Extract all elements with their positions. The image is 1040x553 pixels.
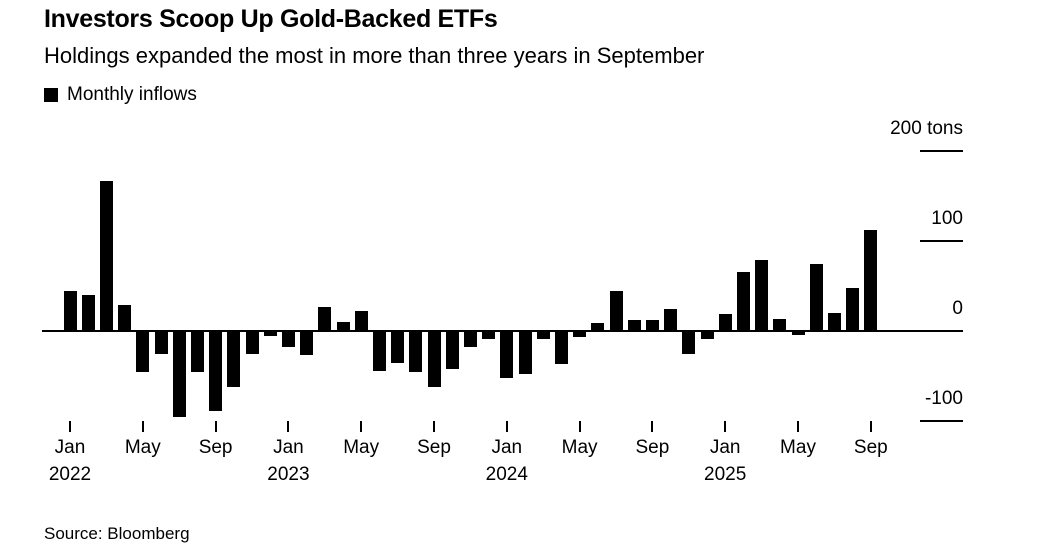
bar-mar-2024 (536, 331, 550, 340)
x-label-month: May (124, 437, 161, 458)
bar-sep-2025 (864, 230, 878, 331)
x-label-year: 2023 (267, 464, 310, 485)
bar-oct-2023 (445, 331, 459, 369)
bar-jul-2025 (827, 313, 841, 331)
x-label-year: 2024 (485, 464, 528, 485)
bar-apr-2025 (773, 319, 787, 331)
bar-aug-2022 (190, 331, 204, 373)
x-label-month: Sep (198, 437, 233, 458)
bar-aug-2024 (627, 320, 641, 331)
bar-mar-2023 (318, 306, 332, 331)
x-label-month: Jan (491, 437, 523, 458)
bar-nov-2022 (245, 331, 259, 355)
bar-mar-2022 (99, 180, 113, 331)
bar-may-2022 (136, 331, 150, 372)
x-label-month: May (780, 437, 816, 458)
x-tick-Jan2025 (724, 421, 727, 432)
bar-feb-2025 (736, 271, 750, 331)
bar-may-2023 (354, 311, 368, 331)
x-tick-Sep (869, 421, 872, 432)
bar-sep-2023 (427, 331, 441, 387)
x-label-month: Jan (273, 437, 304, 458)
bar-jun-2023 (372, 331, 386, 371)
y-tick-label--100: -100 (924, 388, 963, 409)
bar-jul-2023 (391, 331, 405, 364)
bar-may-2024 (573, 331, 587, 338)
x-tick-May (797, 421, 799, 432)
x-tick-Jan2023 (287, 421, 290, 432)
bar-mar-2025 (755, 259, 769, 331)
bar-jul-2022 (172, 331, 186, 418)
bar-dec-2023 (482, 331, 496, 340)
source-credit: Source: Bloomberg (44, 524, 190, 543)
bar-sep-2024 (645, 320, 659, 331)
x-tick-May (141, 421, 144, 432)
y-tick-label-0: 0 (952, 298, 963, 319)
legend: Monthly inflows (44, 84, 197, 106)
bar-apr-2024 (554, 331, 568, 365)
bar-nov-2024 (682, 331, 696, 355)
bar-jan-2024 (500, 331, 514, 378)
y-tick-line--100 (920, 420, 963, 422)
bar-oct-2024 (664, 309, 678, 331)
bar-jun-2022 (154, 331, 168, 355)
x-tick-Jan2024 (505, 421, 508, 432)
bar-jan-2023 (281, 331, 295, 348)
x-label-year: 2022 (48, 464, 92, 485)
bar-dec-2022 (263, 331, 277, 337)
bar-may-2025 (791, 331, 805, 335)
bar-feb-2023 (300, 331, 314, 356)
bar-jul-2024 (609, 290, 623, 331)
legend-swatch-icon (44, 88, 58, 102)
y-tick-line-100 (920, 240, 963, 242)
legend-label: Monthly inflows (67, 84, 197, 105)
x-tick-Jan2022 (69, 421, 71, 432)
bar-feb-2024 (518, 331, 532, 375)
bar-apr-2022 (118, 304, 132, 331)
bar-jun-2024 (591, 322, 605, 331)
x-label-month: Sep (635, 437, 670, 458)
page-title: Investors Scoop Up Gold-Backed ETFs (44, 5, 498, 33)
bar-apr-2023 (336, 322, 350, 331)
x-tick-Sep (214, 421, 217, 432)
x-tick-May (578, 421, 581, 432)
x-label-month: Sep (853, 437, 888, 458)
y-tick-label-100: 100 (931, 208, 963, 229)
chart-subtitle: Holdings expanded the most in more than … (44, 43, 705, 68)
bar-jun-2025 (809, 263, 823, 331)
x-label-month: May (561, 437, 598, 458)
bar-aug-2025 (846, 287, 860, 331)
x-label-month: Jan (709, 437, 741, 458)
bar-feb-2022 (81, 295, 95, 331)
x-label-month: Sep (417, 437, 451, 458)
bar-oct-2022 (227, 331, 241, 387)
bar-nov-2023 (463, 331, 477, 348)
x-label-month: Jan (54, 437, 86, 458)
x-label-month: May (343, 437, 380, 458)
bar-aug-2023 (409, 331, 423, 373)
y-tick-line-200 (920, 150, 963, 152)
x-tick-May (360, 421, 363, 432)
bar-jan-2022 (63, 291, 77, 331)
x-tick-Sep (433, 421, 435, 432)
y-tick-label-200: 200 tons (890, 118, 963, 139)
x-tick-Sep (651, 421, 654, 432)
bar-sep-2022 (209, 331, 223, 412)
x-label-year: 2025 (704, 464, 747, 485)
bar-jan-2025 (718, 313, 732, 331)
bar-dec-2024 (700, 331, 714, 340)
